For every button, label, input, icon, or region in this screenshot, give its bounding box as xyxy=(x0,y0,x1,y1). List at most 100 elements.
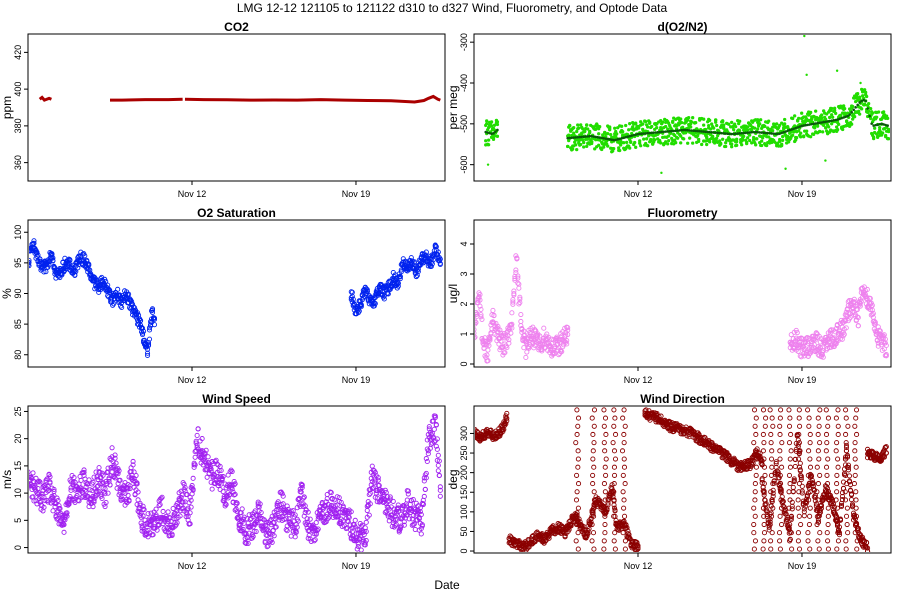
data-point xyxy=(817,407,823,413)
data-point xyxy=(795,538,801,544)
trend-point xyxy=(846,114,849,118)
trend-point xyxy=(856,103,859,107)
data-point xyxy=(64,513,70,519)
data-point xyxy=(135,310,141,316)
data-point xyxy=(752,135,756,140)
data-point xyxy=(887,127,890,132)
data-point xyxy=(477,303,483,309)
trend-point xyxy=(868,114,871,118)
data-point xyxy=(798,521,804,528)
data-point xyxy=(602,415,609,421)
trend-point xyxy=(616,138,619,141)
trend-point xyxy=(690,129,693,132)
y-axis-label: ppm xyxy=(0,96,14,119)
data-point xyxy=(590,140,594,144)
data-point xyxy=(611,538,617,544)
data-point xyxy=(424,458,430,465)
data-point xyxy=(842,104,846,108)
data-point xyxy=(620,415,626,421)
data-point xyxy=(809,110,813,115)
data-point xyxy=(315,526,321,532)
trend-point xyxy=(870,122,873,125)
data-point xyxy=(112,475,118,481)
data-point xyxy=(588,131,592,135)
data-point xyxy=(603,472,609,478)
data-point xyxy=(413,274,419,280)
data-point xyxy=(134,481,140,487)
data-point xyxy=(397,524,403,530)
data-point xyxy=(352,517,358,523)
data-point xyxy=(601,546,607,552)
data-point xyxy=(750,457,756,463)
data-point xyxy=(613,126,617,130)
data-point xyxy=(774,468,780,474)
trend-point xyxy=(610,138,614,141)
data-point xyxy=(612,530,618,536)
data-point xyxy=(883,342,889,349)
data-point xyxy=(158,495,164,501)
data-point xyxy=(719,141,723,146)
data-point xyxy=(157,502,163,508)
trend-point xyxy=(832,119,835,122)
data-point xyxy=(418,531,424,537)
data-point xyxy=(311,538,317,544)
data-point xyxy=(845,423,851,429)
data-point xyxy=(319,511,325,517)
data-point xyxy=(41,504,47,510)
data-point xyxy=(761,521,767,528)
data-point xyxy=(147,319,154,325)
data-point xyxy=(674,141,678,145)
data-point xyxy=(770,140,774,145)
outlier-point xyxy=(824,159,827,162)
data-point xyxy=(864,90,868,95)
data-point xyxy=(574,489,580,495)
data-point xyxy=(807,505,813,511)
trend-point xyxy=(702,130,705,133)
data-point xyxy=(767,135,771,139)
data-point xyxy=(508,330,514,336)
data-point xyxy=(851,296,857,302)
data-point xyxy=(143,528,149,534)
data-point xyxy=(591,546,597,552)
data-point xyxy=(815,431,821,438)
data-point xyxy=(797,116,801,121)
data-point xyxy=(777,415,783,421)
data-point xyxy=(705,142,709,147)
data-point xyxy=(852,472,858,478)
data-point xyxy=(297,504,303,510)
outlier-point xyxy=(784,167,787,170)
data-point xyxy=(835,407,841,413)
trend-point xyxy=(578,135,582,139)
trend-point xyxy=(694,129,697,133)
trend-point xyxy=(728,132,731,136)
trend-point xyxy=(586,135,590,138)
data-point xyxy=(786,407,792,413)
data-point xyxy=(414,267,420,273)
data-point xyxy=(805,530,811,536)
data-point xyxy=(824,117,828,122)
data-point xyxy=(507,533,513,539)
data-point xyxy=(148,510,154,516)
data-point xyxy=(642,137,646,141)
data-point xyxy=(509,321,515,327)
trend-point xyxy=(800,124,803,128)
data-point xyxy=(516,285,522,291)
data-point xyxy=(392,523,398,529)
data-point xyxy=(405,491,411,497)
data-point xyxy=(634,122,638,126)
data-point xyxy=(514,256,520,262)
data-point xyxy=(575,456,581,462)
data-point xyxy=(620,472,626,478)
plot-frame xyxy=(473,405,892,554)
data-point xyxy=(288,533,294,539)
data-point xyxy=(791,133,795,137)
data-point xyxy=(576,516,582,522)
data-point xyxy=(498,338,504,344)
data-point xyxy=(825,415,831,421)
data-point xyxy=(760,546,766,552)
data-point xyxy=(776,475,782,481)
data-point xyxy=(854,546,860,552)
trend-point xyxy=(858,101,861,104)
data-point xyxy=(664,124,668,129)
data-point xyxy=(284,528,290,534)
